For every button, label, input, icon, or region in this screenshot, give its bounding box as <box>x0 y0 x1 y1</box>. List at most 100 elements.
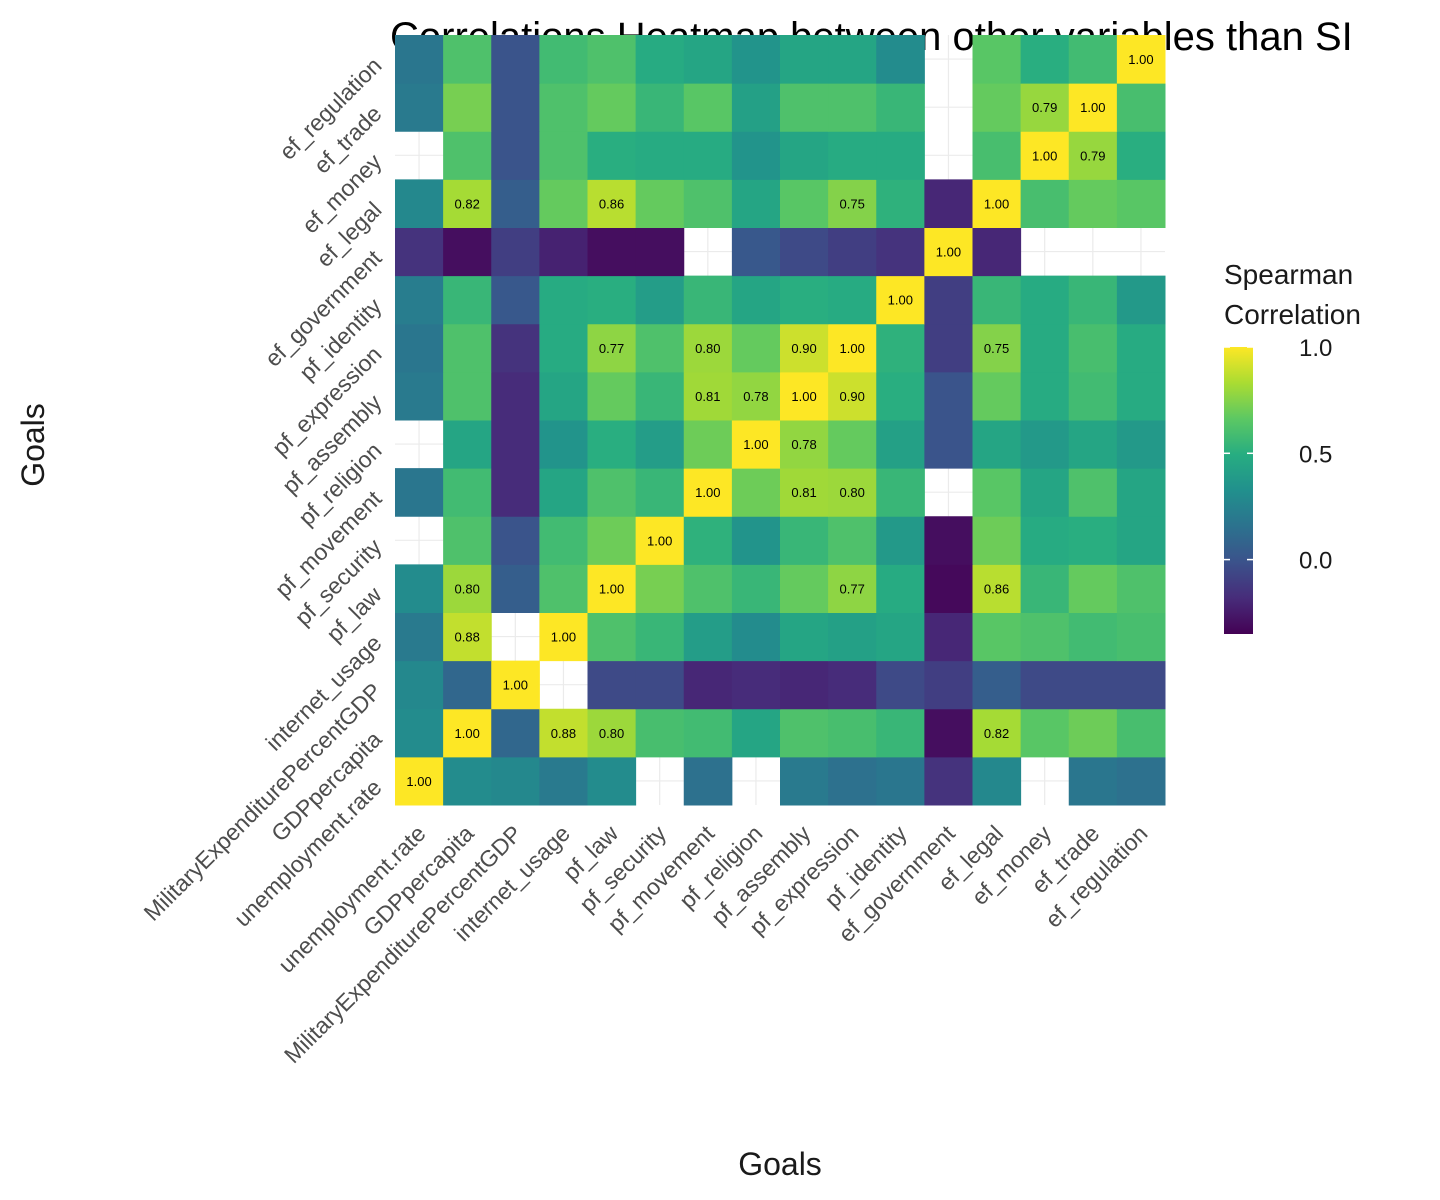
heatmap-cell <box>683 708 733 758</box>
heatmap-cell <box>731 323 781 373</box>
heatmap-cell <box>828 323 877 373</box>
heatmap-cell <box>780 420 829 469</box>
heatmap-cell <box>395 756 444 806</box>
heatmap-cell <box>539 83 588 132</box>
cell-value-label: 0.88 <box>455 630 480 645</box>
heatmap-cell <box>972 564 1022 613</box>
heatmap-cell <box>780 275 829 325</box>
cell-value-label: 1.00 <box>1128 52 1153 67</box>
heatmap-cell <box>1068 323 1118 373</box>
heatmap-cell <box>828 660 877 710</box>
heatmap-cell <box>972 323 1022 373</box>
heatmap-cell <box>539 468 588 517</box>
heatmap-cell <box>780 371 829 421</box>
cell-value-label: 0.78 <box>791 437 816 452</box>
heatmap-cell <box>443 420 492 469</box>
y-axis-title: Goals <box>15 403 51 487</box>
heatmap-cell <box>683 179 733 228</box>
heatmap-cell <box>1116 564 1166 613</box>
heatmap-cell <box>635 35 685 84</box>
heatmap-cell <box>924 323 973 373</box>
heatmap-cell <box>972 420 1022 469</box>
heatmap-cell <box>1020 83 1070 132</box>
heatmap-cell <box>1068 564 1118 613</box>
heatmap-cell <box>587 83 637 132</box>
heatmap-cell <box>539 35 588 84</box>
heatmap-cell <box>443 708 492 758</box>
cell-value-label: 0.88 <box>551 726 576 741</box>
cell-value-label: 0.80 <box>840 485 865 500</box>
heatmap-cell <box>1020 564 1070 613</box>
heatmap-cell <box>539 612 588 662</box>
heatmap-cell <box>1020 516 1070 565</box>
heatmap-cell <box>539 371 588 421</box>
heatmap-cell <box>876 516 925 565</box>
heatmap-cell <box>924 660 973 710</box>
heatmap-cell <box>828 371 877 421</box>
heatmap-cell <box>1116 131 1166 180</box>
heatmap-cell <box>635 612 685 662</box>
heatmap-cell <box>587 708 637 758</box>
heatmap-cell <box>972 275 1022 325</box>
heatmap-cell <box>1020 708 1070 758</box>
cell-value-label: 0.81 <box>791 485 816 500</box>
heatmap-cell <box>780 179 829 228</box>
heatmap-cell <box>683 420 733 469</box>
cell-value-label: 1.00 <box>984 196 1009 211</box>
legend-tick-label: 1.0 <box>1299 335 1332 362</box>
heatmap-cell <box>683 35 733 84</box>
heatmap-cell <box>1068 420 1118 469</box>
heatmap-cell <box>972 131 1022 180</box>
heatmap-cell <box>443 131 492 180</box>
heatmap-cell <box>828 35 877 84</box>
heatmap-cell <box>395 660 444 710</box>
heatmap-cell <box>876 179 925 228</box>
heatmap-cell <box>587 756 637 806</box>
heatmap-cell <box>876 708 925 758</box>
heatmap-cell <box>924 516 973 565</box>
heatmap-cell <box>1116 420 1166 469</box>
heatmap-cell <box>539 708 588 758</box>
heatmap-cell <box>828 756 877 806</box>
heatmap-cell <box>491 83 540 132</box>
cell-value-label: 1.00 <box>551 630 576 645</box>
legend: Spearman Correlation 1.0 0.5 0.0 <box>1224 259 1361 634</box>
heatmap-cell <box>635 371 685 421</box>
heatmap-cell <box>828 516 877 565</box>
heatmap-cell <box>491 323 540 373</box>
heatmap-cell <box>395 275 444 325</box>
heatmap-cell <box>395 371 444 421</box>
heatmap-cell <box>395 35 444 84</box>
heatmap-cell <box>1116 468 1166 517</box>
cell-value-label: 0.82 <box>455 196 480 211</box>
x-axis-title: Goals <box>738 1146 822 1182</box>
heatmap-cell <box>1116 179 1166 228</box>
heatmap-cell <box>780 612 829 662</box>
heatmap-cell <box>1068 708 1118 758</box>
cell-value-label: 1.00 <box>888 293 913 308</box>
heatmap-cell <box>587 660 637 710</box>
heatmap-cell <box>972 179 1022 228</box>
heatmap-cell <box>1068 371 1118 421</box>
cell-value-label: 0.77 <box>599 341 624 356</box>
heatmap-cell <box>1068 83 1118 132</box>
heatmap-cell <box>924 708 973 758</box>
heatmap-cell <box>1116 708 1166 758</box>
heatmap-cell <box>828 708 877 758</box>
heatmap-cell <box>491 516 540 565</box>
heatmap-cell <box>924 371 973 421</box>
cell-value-label: 0.79 <box>1032 100 1057 115</box>
heatmap-cell <box>876 660 925 710</box>
heatmap-cell <box>1116 35 1166 84</box>
heatmap-cell <box>1068 275 1118 325</box>
heatmap-cell <box>1020 420 1070 469</box>
heatmap-cell <box>780 83 829 132</box>
cell-value-label: 0.77 <box>840 581 865 596</box>
heatmap-cell <box>635 179 685 228</box>
heatmap-cell <box>491 227 540 277</box>
heatmap-cell <box>1020 323 1070 373</box>
heatmap-cell <box>828 420 877 469</box>
heatmap-cell <box>972 468 1022 517</box>
heatmap-cell <box>443 756 492 806</box>
heatmap-cell <box>876 323 925 373</box>
